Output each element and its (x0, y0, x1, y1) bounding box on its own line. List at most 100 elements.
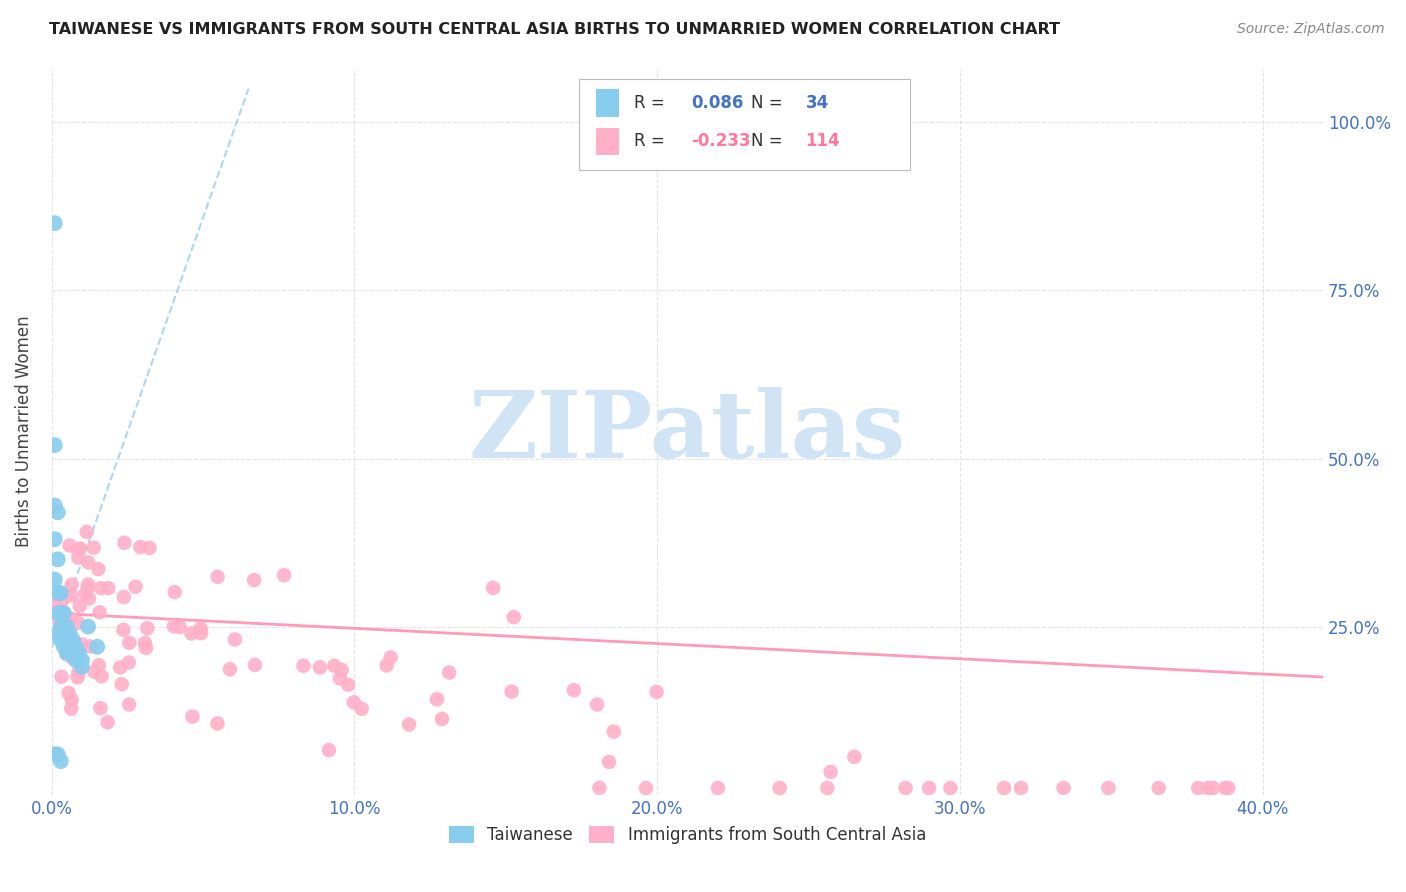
Point (1052, 780, 1074, 795)
Point (52, 606, 75, 620)
Point (49, 633, 72, 648)
Point (502, 610, 524, 624)
Point (163, 585, 186, 599)
Point (243, 573, 266, 587)
Point (51, 618, 73, 632)
Point (53, 615, 76, 630)
Point (309, 660, 332, 674)
Point (77, 555, 100, 569)
Point (46, 552, 69, 566)
Point (44, 573, 66, 587)
Point (350, 702, 373, 716)
Text: Source: ZipAtlas.com: Source: ZipAtlas.com (1237, 22, 1385, 37)
Point (52, 592, 75, 607)
Point (76, 581, 98, 595)
Point (77, 591, 100, 606)
Point (603, 724, 626, 739)
Point (66, 670, 89, 684)
Point (59, 626, 82, 640)
Point (136, 621, 159, 635)
Text: R =: R = (634, 132, 671, 150)
Point (243, 657, 266, 672)
Text: ZIPatlas: ZIPatlas (468, 386, 905, 476)
Point (207, 570, 229, 584)
Point (65, 653, 87, 667)
Point (323, 658, 346, 673)
Point (118, 698, 141, 712)
Point (76, 524, 98, 539)
Point (769, 780, 792, 795)
Point (60, 701, 83, 715)
Point (52, 640, 75, 654)
Point (1187, 780, 1209, 795)
Point (97, 581, 120, 595)
Point (62, 647, 84, 661)
Point (77, 577, 100, 591)
Point (207, 716, 229, 731)
Point (58, 686, 80, 700)
Text: 34: 34 (806, 94, 830, 112)
Text: -0.233: -0.233 (692, 132, 751, 150)
Point (219, 662, 242, 676)
Point (60, 588, 83, 602)
Point (1010, 780, 1032, 795)
Text: 0.086: 0.086 (692, 94, 744, 112)
Point (62, 633, 84, 648)
Point (60, 693, 83, 707)
Point (918, 780, 941, 795)
Point (52, 626, 75, 640)
Point (1218, 780, 1240, 795)
Point (46, 747, 69, 762)
Point (562, 683, 585, 698)
Point (330, 663, 353, 677)
Point (46, 586, 69, 600)
Point (89, 605, 111, 619)
Point (89, 701, 111, 715)
Point (645, 685, 668, 699)
Point (134, 636, 156, 650)
Point (87, 658, 110, 673)
Point (318, 743, 340, 757)
Point (59, 539, 82, 553)
Point (112, 590, 135, 604)
Point (65, 640, 87, 654)
Point (190, 621, 212, 635)
Point (46, 505, 69, 519)
Point (90, 669, 112, 683)
Point (77, 619, 100, 633)
Point (55, 645, 77, 659)
Point (44, 599, 66, 613)
Point (129, 540, 152, 554)
Point (1197, 780, 1219, 795)
Point (56, 634, 79, 648)
Point (1215, 780, 1237, 795)
Point (437, 665, 460, 680)
Point (46, 626, 69, 640)
Point (56, 647, 79, 661)
Point (44, 532, 66, 546)
Point (49, 618, 72, 632)
Point (598, 755, 620, 769)
Point (124, 580, 146, 594)
Point (482, 581, 505, 595)
Point (79, 640, 101, 654)
Point (56, 633, 79, 648)
Text: TAIWANESE VS IMMIGRANTS FROM SOUTH CENTRAL ASIA BIRTHS TO UNMARRIED WOMEN CORREL: TAIWANESE VS IMMIGRANTS FROM SOUTH CENTR… (49, 22, 1060, 37)
Point (70, 637, 93, 651)
Point (337, 678, 360, 692)
Point (90, 581, 112, 595)
Text: R =: R = (634, 94, 671, 112)
Point (49, 619, 72, 633)
Point (329, 671, 352, 685)
Point (111, 677, 134, 691)
Point (820, 764, 842, 779)
Point (97, 715, 120, 730)
Point (224, 632, 246, 647)
Point (49, 606, 72, 620)
Point (380, 650, 402, 665)
Point (48, 612, 70, 626)
Point (1097, 780, 1119, 795)
Point (588, 780, 610, 795)
Point (67, 665, 90, 680)
Point (110, 660, 132, 674)
